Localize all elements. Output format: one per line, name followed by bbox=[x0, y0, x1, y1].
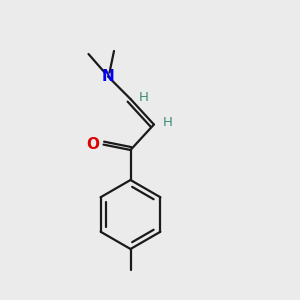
Text: H: H bbox=[162, 116, 172, 130]
Text: O: O bbox=[86, 137, 99, 152]
Text: H: H bbox=[139, 91, 149, 104]
Text: N: N bbox=[102, 69, 114, 84]
